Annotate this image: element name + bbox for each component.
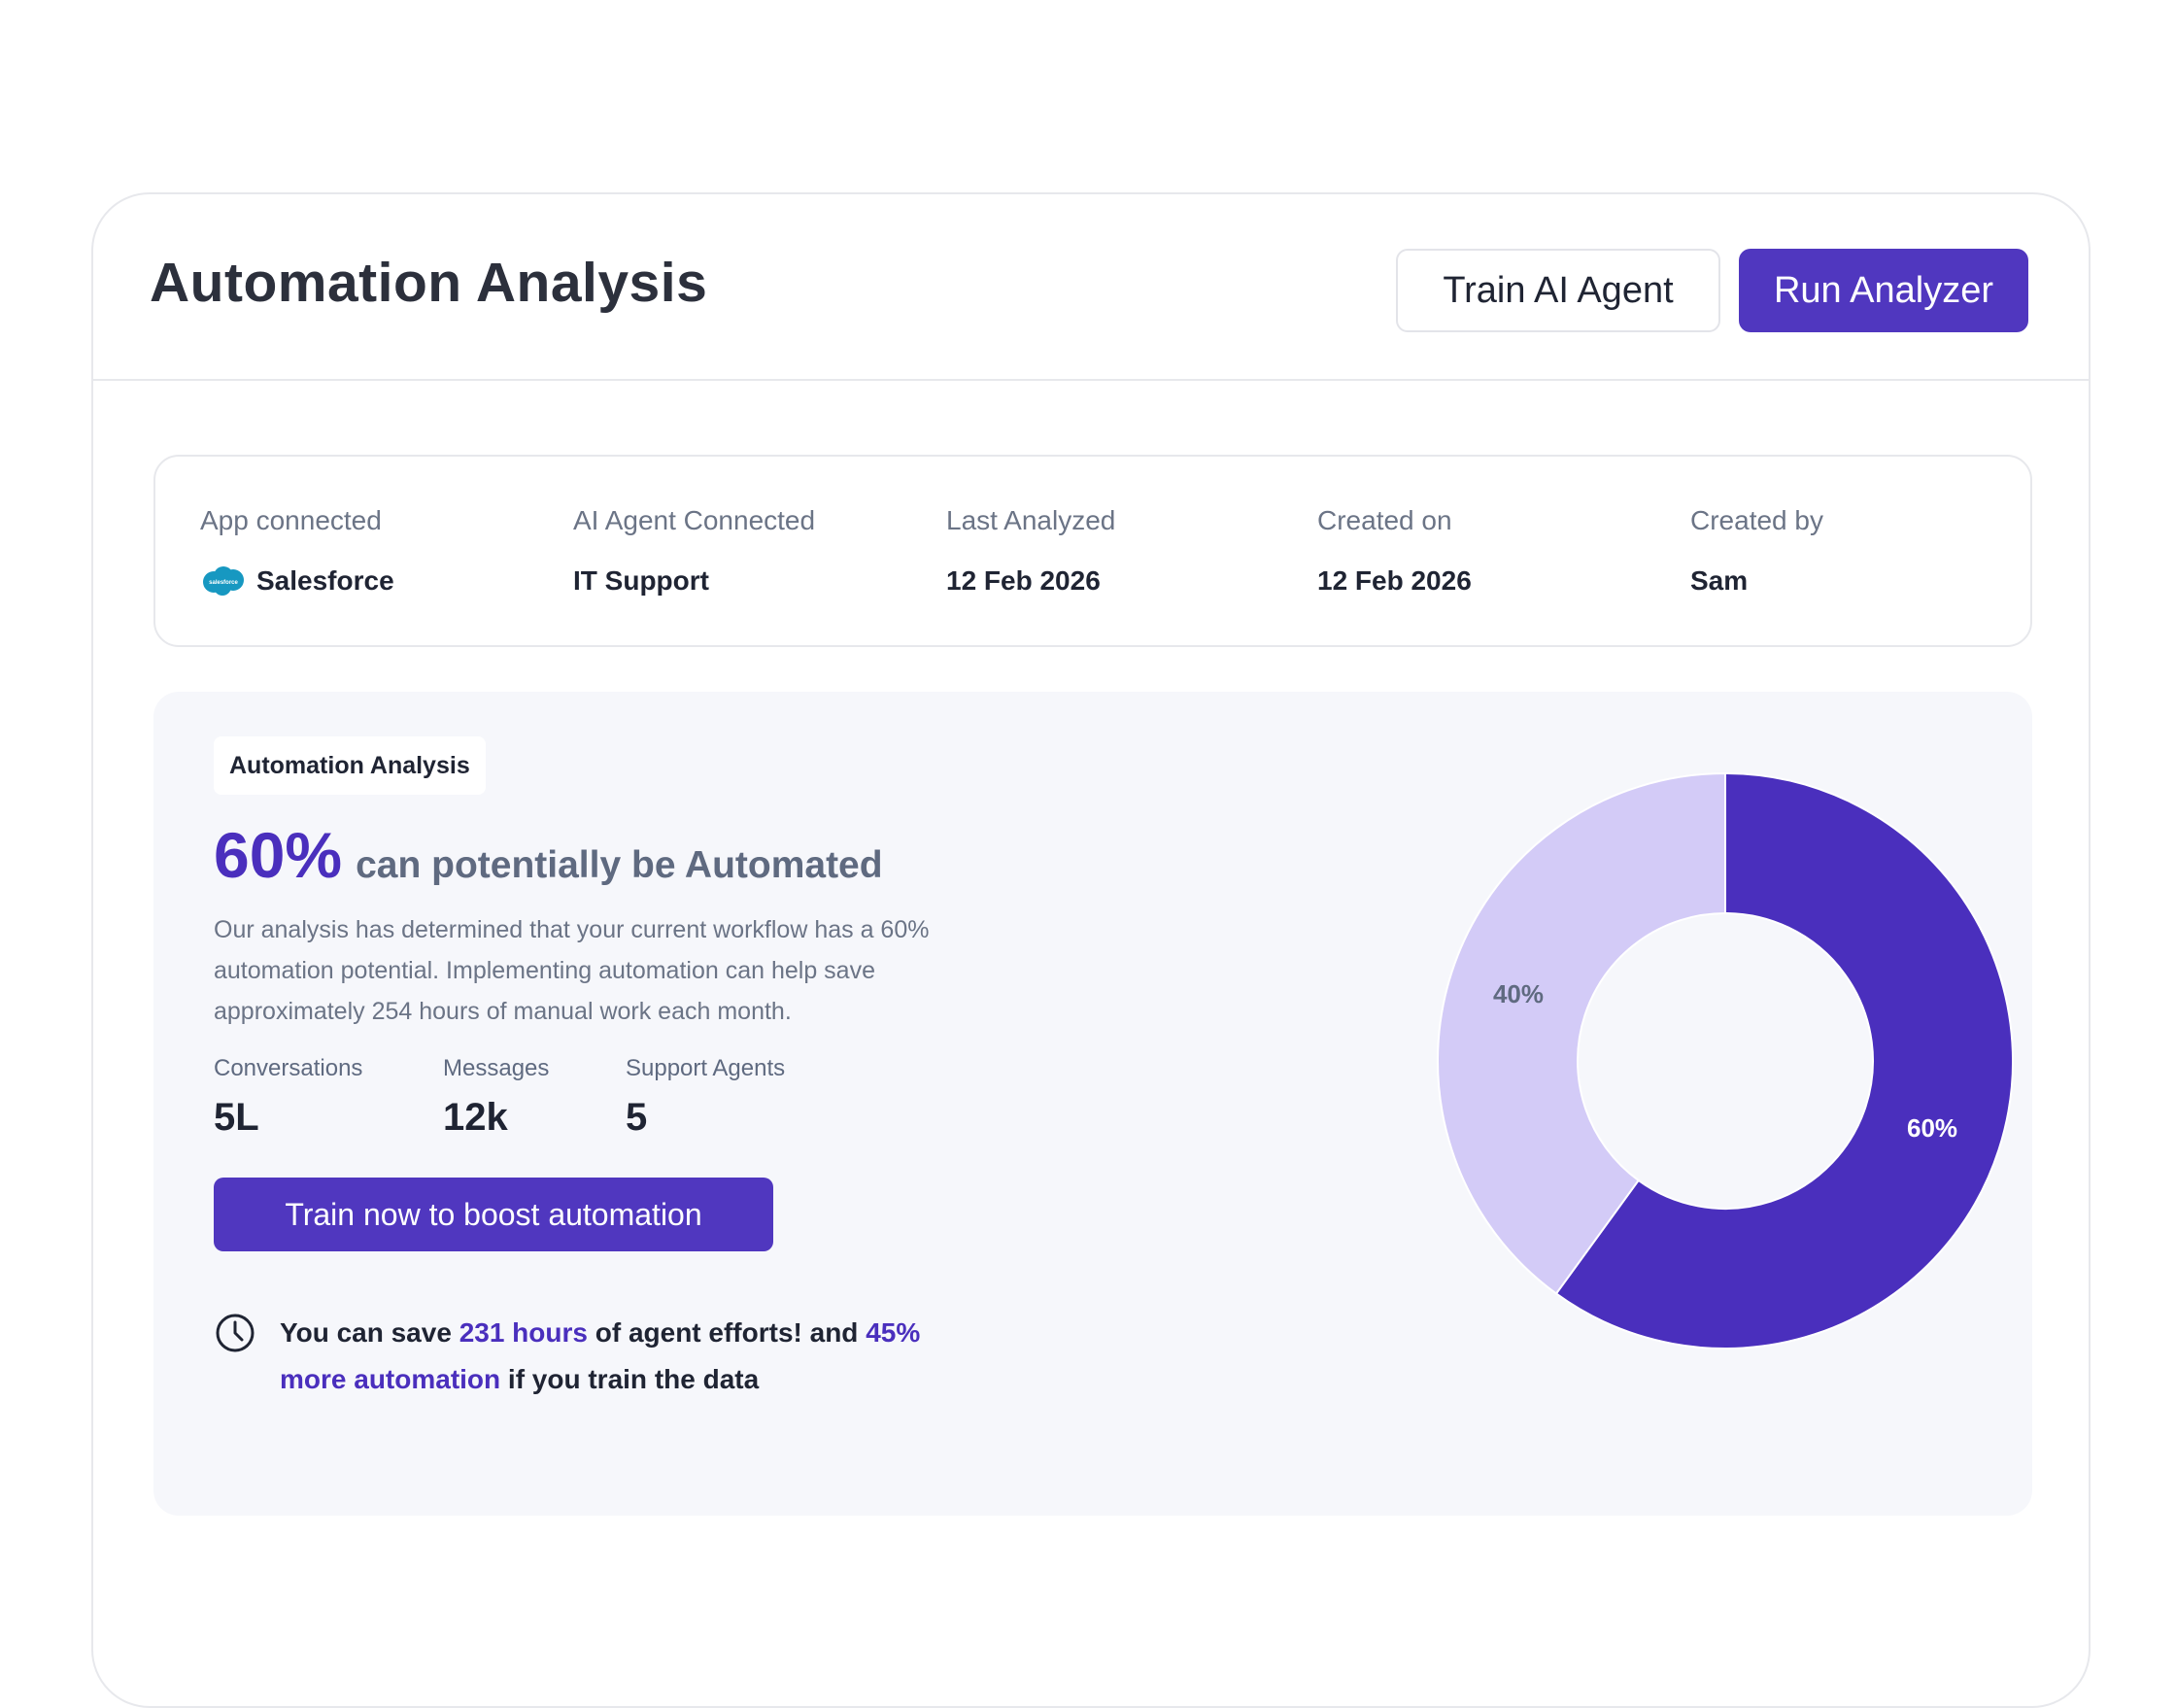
info-value: 12 Feb 2026 [1317, 565, 1472, 596]
info-agent-connected: AI Agent Connected IT Support [573, 505, 815, 597]
card-header: Automation Analysis Train AI Agent Run A… [93, 194, 2089, 381]
train-now-button[interactable]: Train now to boost automation [214, 1178, 773, 1251]
savings-more-automation: 45% more automation [280, 1317, 921, 1394]
train-ai-agent-button[interactable]: Train AI Agent [1396, 249, 1720, 332]
info-label: Created on [1317, 505, 1452, 535]
stat-label: Conversations [214, 1055, 363, 1081]
analysis-description: Our analysis has determined that your cu… [214, 916, 930, 1025]
donut-slice-0 [1554, 771, 2014, 1349]
donut-slice-label-0: 60% [1907, 1113, 1957, 1143]
stat-value: 5L [214, 1096, 259, 1139]
stat-label: Messages [443, 1055, 550, 1081]
automation-donut-chart: 60% 40% [1437, 771, 2014, 1349]
automation-analysis-card: Automation Analysis Train AI Agent Run A… [91, 192, 2091, 1708]
automation-headline: 60% can potentially be Automated [214, 818, 883, 892]
info-value-text: Salesforce [256, 565, 394, 596]
stat-value: 12k [443, 1096, 508, 1139]
savings-text: You can save 231 hours of agent efforts!… [280, 1310, 952, 1403]
stat-messages: Messages 12k [443, 1055, 549, 1140]
info-created-on: Created on 12 Feb 2026 [1317, 505, 1472, 597]
savings-text-part: of agent efforts! and [587, 1317, 867, 1348]
info-label: Last Analyzed [946, 505, 1116, 535]
savings-note: You can save 231 hours of agent efforts!… [214, 1310, 952, 1403]
info-value: salesforce Salesforce [200, 565, 394, 597]
run-analyzer-button[interactable]: Run Analyzer [1739, 249, 2028, 332]
stat-conversations: Conversations 5L [214, 1055, 362, 1140]
savings-text-part: if you train the data [500, 1364, 760, 1394]
info-created-by: Created by Sam [1690, 505, 1823, 597]
info-value: 12 Feb 2026 [946, 565, 1101, 596]
info-summary: App connected salesforce Salesforce AI A… [153, 455, 2032, 647]
automation-headline-text: can potentially be Automated [356, 844, 883, 886]
info-app-connected: App connected salesforce Salesforce [200, 505, 394, 597]
automation-percent: 60% [214, 819, 343, 891]
donut-slice-label-1: 40% [1493, 979, 1544, 1008]
savings-hours: 231 hours [459, 1317, 588, 1348]
svg-text:salesforce: salesforce [209, 580, 238, 586]
stat-value: 5 [626, 1096, 648, 1139]
donut-slice-1 [1437, 771, 1726, 1295]
analysis-panel: Automation Analysis 60% can potentially … [153, 692, 2032, 1516]
savings-text-part: You can save [280, 1317, 459, 1348]
clock-icon [216, 1314, 255, 1352]
info-label: App connected [200, 505, 382, 535]
info-last-analyzed: Last Analyzed 12 Feb 2026 [946, 505, 1115, 597]
info-label: Created by [1690, 505, 1823, 535]
page-title: Automation Analysis [150, 252, 708, 314]
stat-label: Support Agents [626, 1055, 786, 1081]
section-tag: Automation Analysis [214, 736, 486, 795]
info-value: Sam [1690, 565, 1749, 596]
info-value: IT Support [573, 565, 709, 596]
salesforce-logo-icon: salesforce [203, 566, 244, 596]
info-label: AI Agent Connected [573, 505, 816, 535]
stat-support-agents: Support Agents 5 [626, 1055, 785, 1140]
